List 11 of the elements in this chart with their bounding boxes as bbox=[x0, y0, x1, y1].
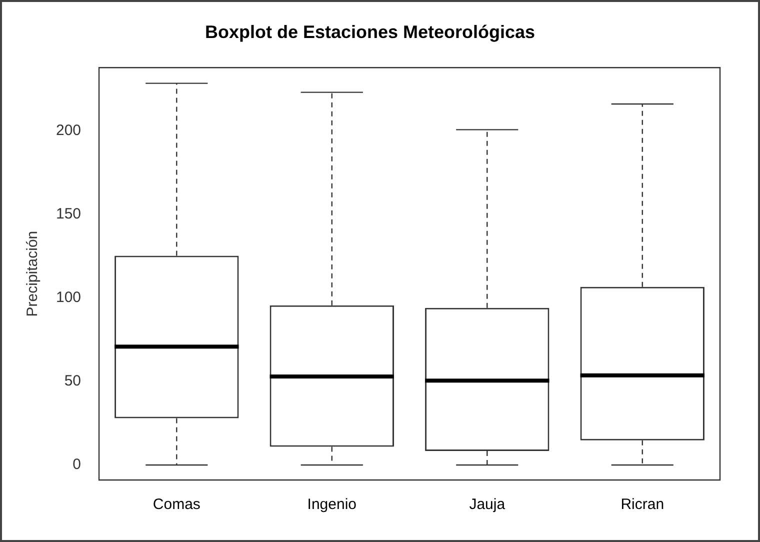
y-tick-label: 50 bbox=[64, 372, 82, 390]
y-tick-label: 100 bbox=[56, 289, 82, 306]
x-tick-label: Jauja bbox=[469, 496, 506, 514]
y-axis-title: Precipitación bbox=[24, 230, 42, 317]
x-tick-label: Comas bbox=[152, 496, 200, 514]
y-tick-label: 0 bbox=[72, 456, 82, 474]
y-tick-label: 150 bbox=[56, 206, 82, 223]
y-tick-label: 200 bbox=[56, 122, 82, 140]
x-tick-label: Ingenio bbox=[307, 496, 356, 514]
chart-title: Boxplot de Estaciones Meteorológicas bbox=[204, 22, 536, 42]
x-tick-label: Ricran bbox=[620, 496, 664, 514]
